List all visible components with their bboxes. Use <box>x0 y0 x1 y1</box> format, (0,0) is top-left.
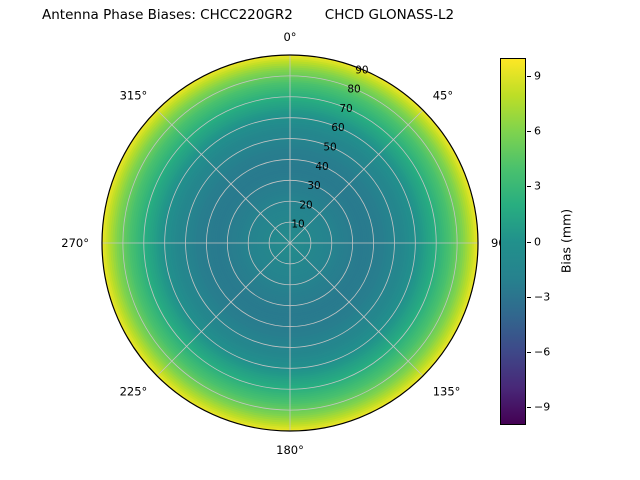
radial-tick-label: 50 <box>323 142 336 154</box>
colorbar-tickmark <box>527 131 531 133</box>
colorbar-tickmark <box>527 76 531 78</box>
radial-tick-label: 70 <box>339 103 352 115</box>
grid-spoke <box>156 242 291 377</box>
grid-spoke <box>289 109 424 244</box>
figure-title: Antenna Phase Biases: CHCC220GR2 CHCD GLO… <box>42 7 454 23</box>
plot-boundary <box>101 54 479 432</box>
azimuth-label: 270° <box>61 236 89 250</box>
grid-spoke <box>156 109 291 244</box>
colorbar-tickmark <box>527 241 531 243</box>
radial-tick-label: 30 <box>307 180 320 192</box>
azimuth-label: 45° <box>433 88 453 102</box>
azimuth-label: 0° <box>283 30 296 44</box>
colorbar-tickmark <box>527 406 531 408</box>
radial-tick-label: 40 <box>315 161 328 173</box>
colorbar-gradient <box>501 59 525 424</box>
grid-ring <box>122 75 458 411</box>
colorbar-tickmark <box>527 351 531 353</box>
azimuth-label: 315° <box>120 88 148 102</box>
colorbar-tick-label: 0 <box>534 235 541 248</box>
grid-ring <box>143 96 437 390</box>
colorbar-tick-label: −9 <box>534 400 551 414</box>
colorbar-tick-label: −6 <box>534 345 551 359</box>
grid-spoke <box>289 242 424 377</box>
grid-ring <box>226 179 354 307</box>
grid-ring <box>206 159 374 327</box>
colorbar-tickmark <box>527 296 531 298</box>
radial-tick-label: 80 <box>347 84 360 96</box>
title-right: CHCD GLONASS-L2 <box>324 7 455 23</box>
colorbar-tick-label: −3 <box>534 290 551 304</box>
azimuth-label: 135° <box>433 385 461 399</box>
radial-tick-label: 60 <box>331 122 344 134</box>
radial-tick-label: 20 <box>299 199 312 211</box>
azimuth-label: 225° <box>120 385 148 399</box>
grid-ring <box>164 117 416 369</box>
grid-ring <box>185 138 395 348</box>
colorbar-tick-label: 3 <box>534 179 541 193</box>
colorbar-tick-label: 6 <box>534 124 541 138</box>
colorbar-tickmark <box>527 186 531 188</box>
radial-tick-label: 10 <box>291 219 304 231</box>
colorbar-label: Bias (mm) <box>558 208 574 274</box>
colorbar <box>500 58 526 425</box>
radial-tick-label: 90 <box>355 64 368 76</box>
title-left: Antenna Phase Biases: CHCC220GR2 <box>42 7 293 23</box>
azimuth-label: 180° <box>276 443 304 457</box>
grid-ring <box>268 221 312 265</box>
colorbar-tick-label: 9 <box>534 69 541 83</box>
grid-ring <box>247 200 333 286</box>
